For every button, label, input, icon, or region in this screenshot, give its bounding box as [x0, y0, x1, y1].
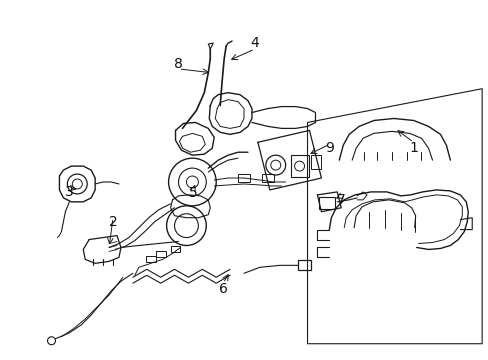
Bar [170, 247, 180, 252]
Bar [262, 174, 273, 182]
Text: 8: 8 [174, 57, 183, 71]
Bar [238, 174, 249, 182]
Text: 2: 2 [108, 215, 117, 229]
Text: 5: 5 [189, 186, 197, 200]
Bar [297, 260, 311, 270]
Text: 7: 7 [336, 193, 345, 207]
Bar [290, 155, 308, 177]
Text: 6: 6 [218, 282, 227, 296]
Text: 3: 3 [65, 185, 74, 199]
Bar [155, 251, 165, 257]
Text: 1: 1 [408, 141, 417, 155]
Text: 9: 9 [324, 141, 333, 155]
Text: 4: 4 [250, 36, 259, 50]
Bar [311, 155, 321, 169]
Bar [145, 256, 155, 262]
Bar [319, 197, 335, 209]
